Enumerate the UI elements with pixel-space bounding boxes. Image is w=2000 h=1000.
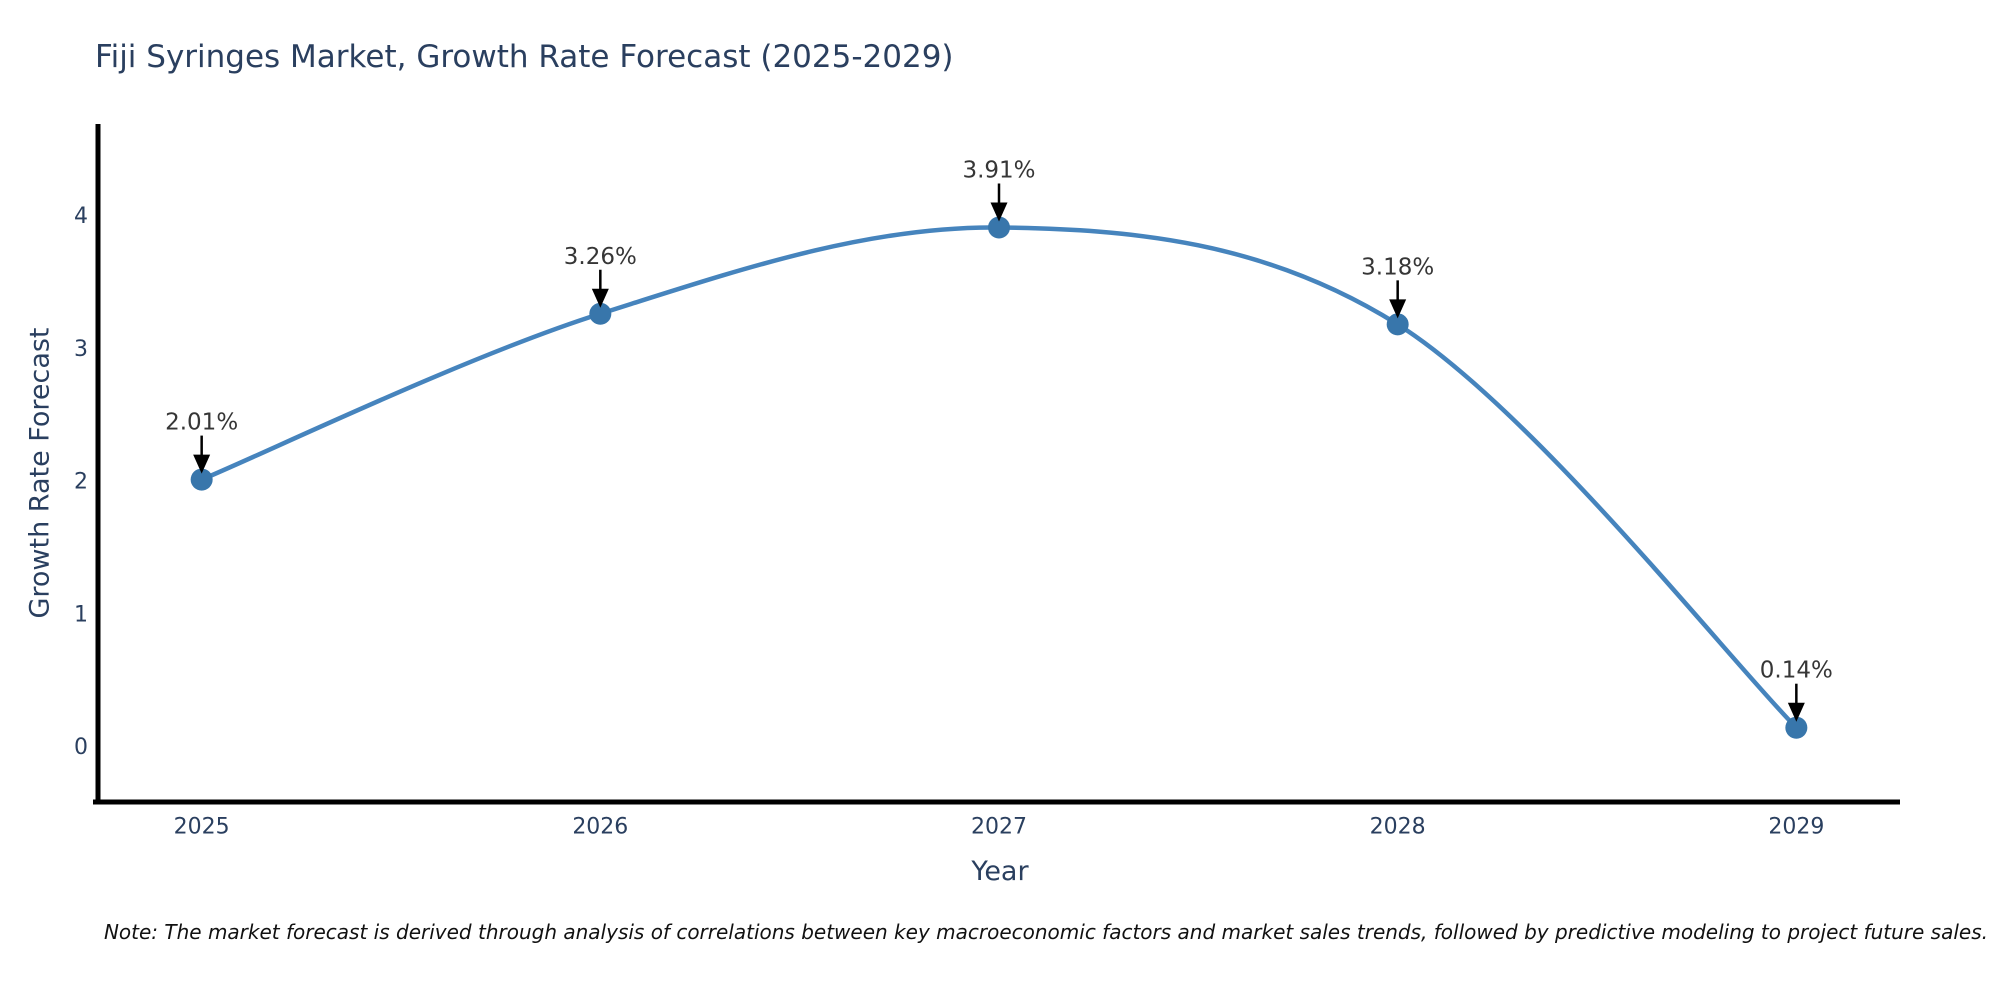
data-point-marker: [988, 216, 1010, 239]
y-tick-label: 2: [74, 470, 88, 495]
annotation-label: 2.01%: [165, 410, 238, 436]
y-tick-label: 3: [74, 337, 88, 362]
data-point-marker: [190, 468, 213, 491]
x-tick-label: 2028: [1370, 815, 1426, 840]
annotation-arrow-head: [1787, 702, 1805, 722]
footnote: Note: The market forecast is derived thr…: [103, 920, 1988, 944]
annotation-arrow-head: [1389, 299, 1407, 319]
x-axis-title: Year: [971, 856, 1029, 887]
annotation-arrow-head: [591, 288, 609, 308]
annotation-label: 0.14%: [1760, 658, 1833, 684]
annotation-label: 3.26%: [564, 244, 637, 270]
data-point-marker: [1386, 313, 1409, 336]
data-point-marker: [1785, 716, 1808, 739]
annotation-label: 3.18%: [1361, 254, 1434, 280]
x-tick-label: 2029: [1768, 815, 1824, 840]
data-point-marker: [589, 302, 612, 325]
annotation-label: 3.91%: [962, 158, 1035, 184]
series-line: [199, 225, 1799, 730]
x-tick-label: 2026: [572, 815, 628, 840]
annotation-arrow-head: [990, 202, 1008, 222]
y-tick-label: 0: [74, 735, 88, 760]
x-tick-label: 2027: [971, 815, 1027, 840]
y-tick-label: 4: [74, 204, 88, 229]
chart-title: Fiji Syringes Market, Growth Rate Foreca…: [95, 39, 954, 75]
x-tick-label: 2025: [174, 815, 230, 840]
y-tick-label: 1: [74, 602, 88, 627]
annotation-arrow-head: [193, 454, 211, 474]
